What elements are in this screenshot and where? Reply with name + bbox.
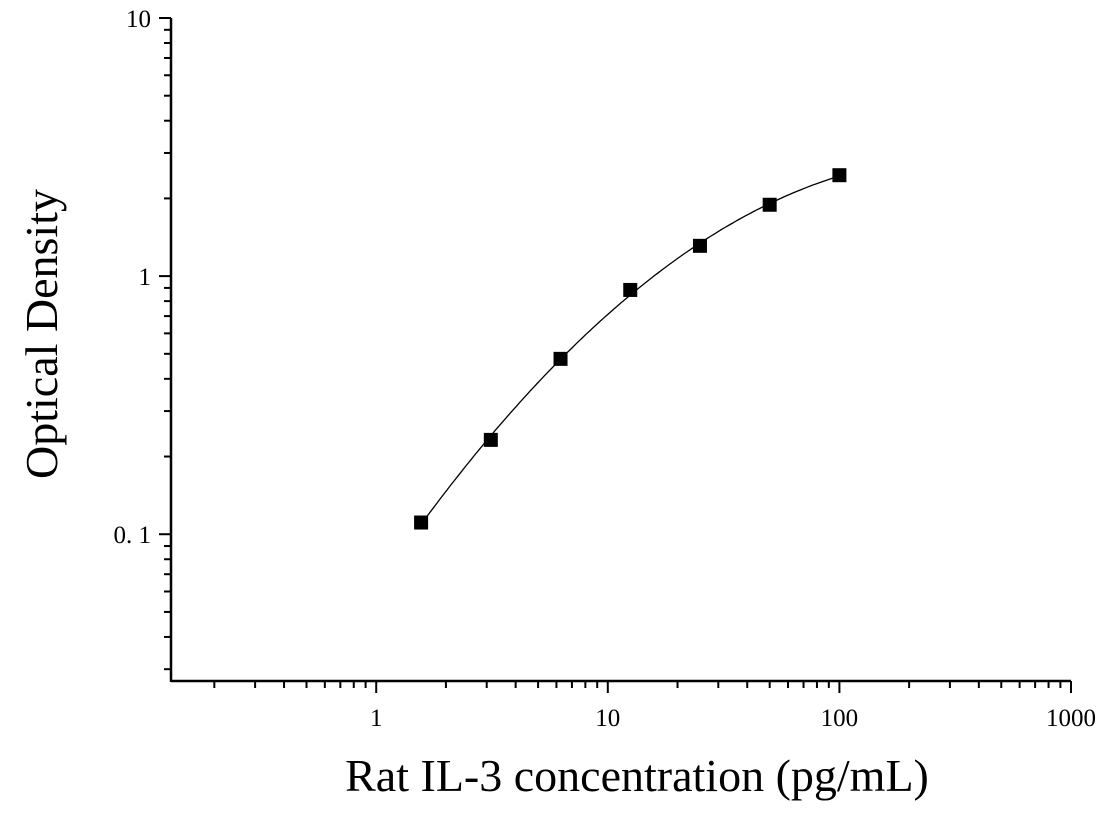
x-tick-label: 1000 (1046, 705, 1096, 732)
data-points (414, 168, 847, 530)
y-tick-label: 0. 1 (114, 522, 152, 549)
x-tick-labels: 1 10 100 1000 (370, 705, 1096, 732)
data-point (762, 197, 777, 212)
data-point (623, 282, 638, 297)
x-tick-label: 100 (821, 705, 859, 732)
data-point (692, 238, 707, 253)
data-point (483, 432, 498, 447)
data-point (553, 351, 568, 366)
x-tick-label: 10 (595, 705, 620, 732)
y-tick-labels: 0. 1 1 10 (114, 6, 152, 549)
y-axis-title: Optical Density (16, 189, 67, 479)
y-tick-label: 10 (126, 6, 151, 33)
data-point (832, 168, 847, 183)
fit-curve (422, 175, 840, 522)
axes (159, 17, 1072, 693)
x-axis-title: Rat IL-3 concentration (pg/mL) (345, 750, 929, 801)
data-point (414, 515, 429, 530)
x-tick-label: 1 (370, 705, 383, 732)
y-tick-label: 1 (139, 264, 152, 291)
